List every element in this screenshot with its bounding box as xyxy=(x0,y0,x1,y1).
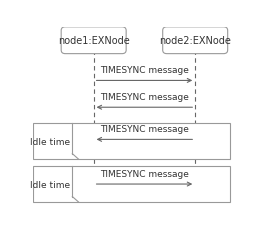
Text: node1:EXNode: node1:EXNode xyxy=(58,36,129,46)
Text: Idle time: Idle time xyxy=(30,180,70,189)
FancyBboxPatch shape xyxy=(61,28,126,54)
Text: node2:EXNode: node2:EXNode xyxy=(159,36,231,46)
Text: Idle time: Idle time xyxy=(30,137,70,146)
FancyBboxPatch shape xyxy=(163,28,228,54)
Text: TIMESYNC message: TIMESYNC message xyxy=(100,93,189,102)
Bar xyxy=(33,124,230,159)
Text: TIMESYNC message: TIMESYNC message xyxy=(100,125,189,134)
Bar xyxy=(33,167,230,202)
Text: TIMESYNC message: TIMESYNC message xyxy=(100,169,189,178)
Text: TIMESYNC message: TIMESYNC message xyxy=(100,66,189,75)
